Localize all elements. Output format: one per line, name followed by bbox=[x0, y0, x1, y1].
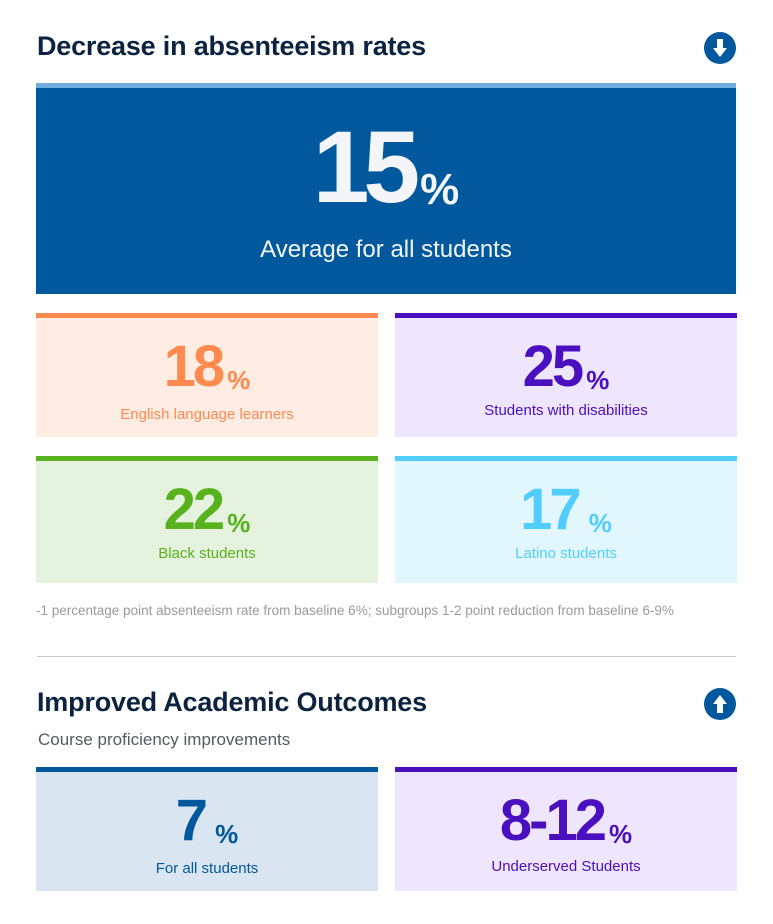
stat-number: 18 bbox=[163, 334, 225, 399]
stat-label: Latino students bbox=[515, 545, 617, 562]
hero-percent: % bbox=[420, 165, 460, 214]
arrow-up-circle-icon bbox=[704, 688, 736, 720]
stat-card-latino-students: 17% Latino students bbox=[395, 456, 737, 583]
stat-card-disabilities: 25% Students with disabilities bbox=[395, 313, 737, 437]
stat-card-underserved: 8-12% Underserved Students bbox=[395, 767, 737, 891]
stat-label: Black students bbox=[158, 545, 256, 562]
stat-number: 17 bbox=[520, 477, 581, 542]
arrow-down-circle-icon bbox=[704, 32, 736, 64]
hero-value: 15 % bbox=[313, 116, 460, 218]
stat-label: English language learners bbox=[120, 406, 294, 423]
hero-number: 15 bbox=[312, 110, 420, 224]
academic-subtitle: Course proficiency improvements bbox=[38, 730, 291, 749]
section-divider bbox=[37, 656, 736, 657]
stat-percent: % bbox=[227, 508, 251, 538]
stat-number: 7 bbox=[175, 788, 208, 853]
hero-stat-card: 15 % Average for all students bbox=[36, 83, 736, 294]
stat-label: Underserved Students bbox=[491, 858, 641, 875]
stat-number: 8-12 bbox=[499, 788, 607, 853]
stat-percent: % bbox=[227, 365, 251, 395]
absenteeism-title: Decrease in absenteeism rates bbox=[37, 31, 426, 61]
stat-number: 22 bbox=[163, 477, 225, 542]
stat-card-english-learners: 18% English language learners bbox=[36, 313, 378, 437]
stat-card-black-students: 22% Black students bbox=[36, 456, 378, 583]
stat-card-all-students: 7% For all students bbox=[36, 767, 378, 891]
stat-label: Students with disabilities bbox=[484, 402, 648, 419]
hero-label: Average for all students bbox=[260, 236, 512, 263]
stat-number: 25 bbox=[522, 334, 584, 399]
academic-title: Improved Academic Outcomes bbox=[37, 687, 427, 717]
stat-percent: % bbox=[215, 819, 239, 849]
stat-percent: % bbox=[608, 819, 633, 849]
stat-label: For all students bbox=[155, 860, 259, 877]
stat-percent: % bbox=[586, 365, 610, 395]
footnote: -1 percentage point absenteeism rate fro… bbox=[36, 603, 674, 618]
stat-percent: % bbox=[588, 508, 612, 538]
